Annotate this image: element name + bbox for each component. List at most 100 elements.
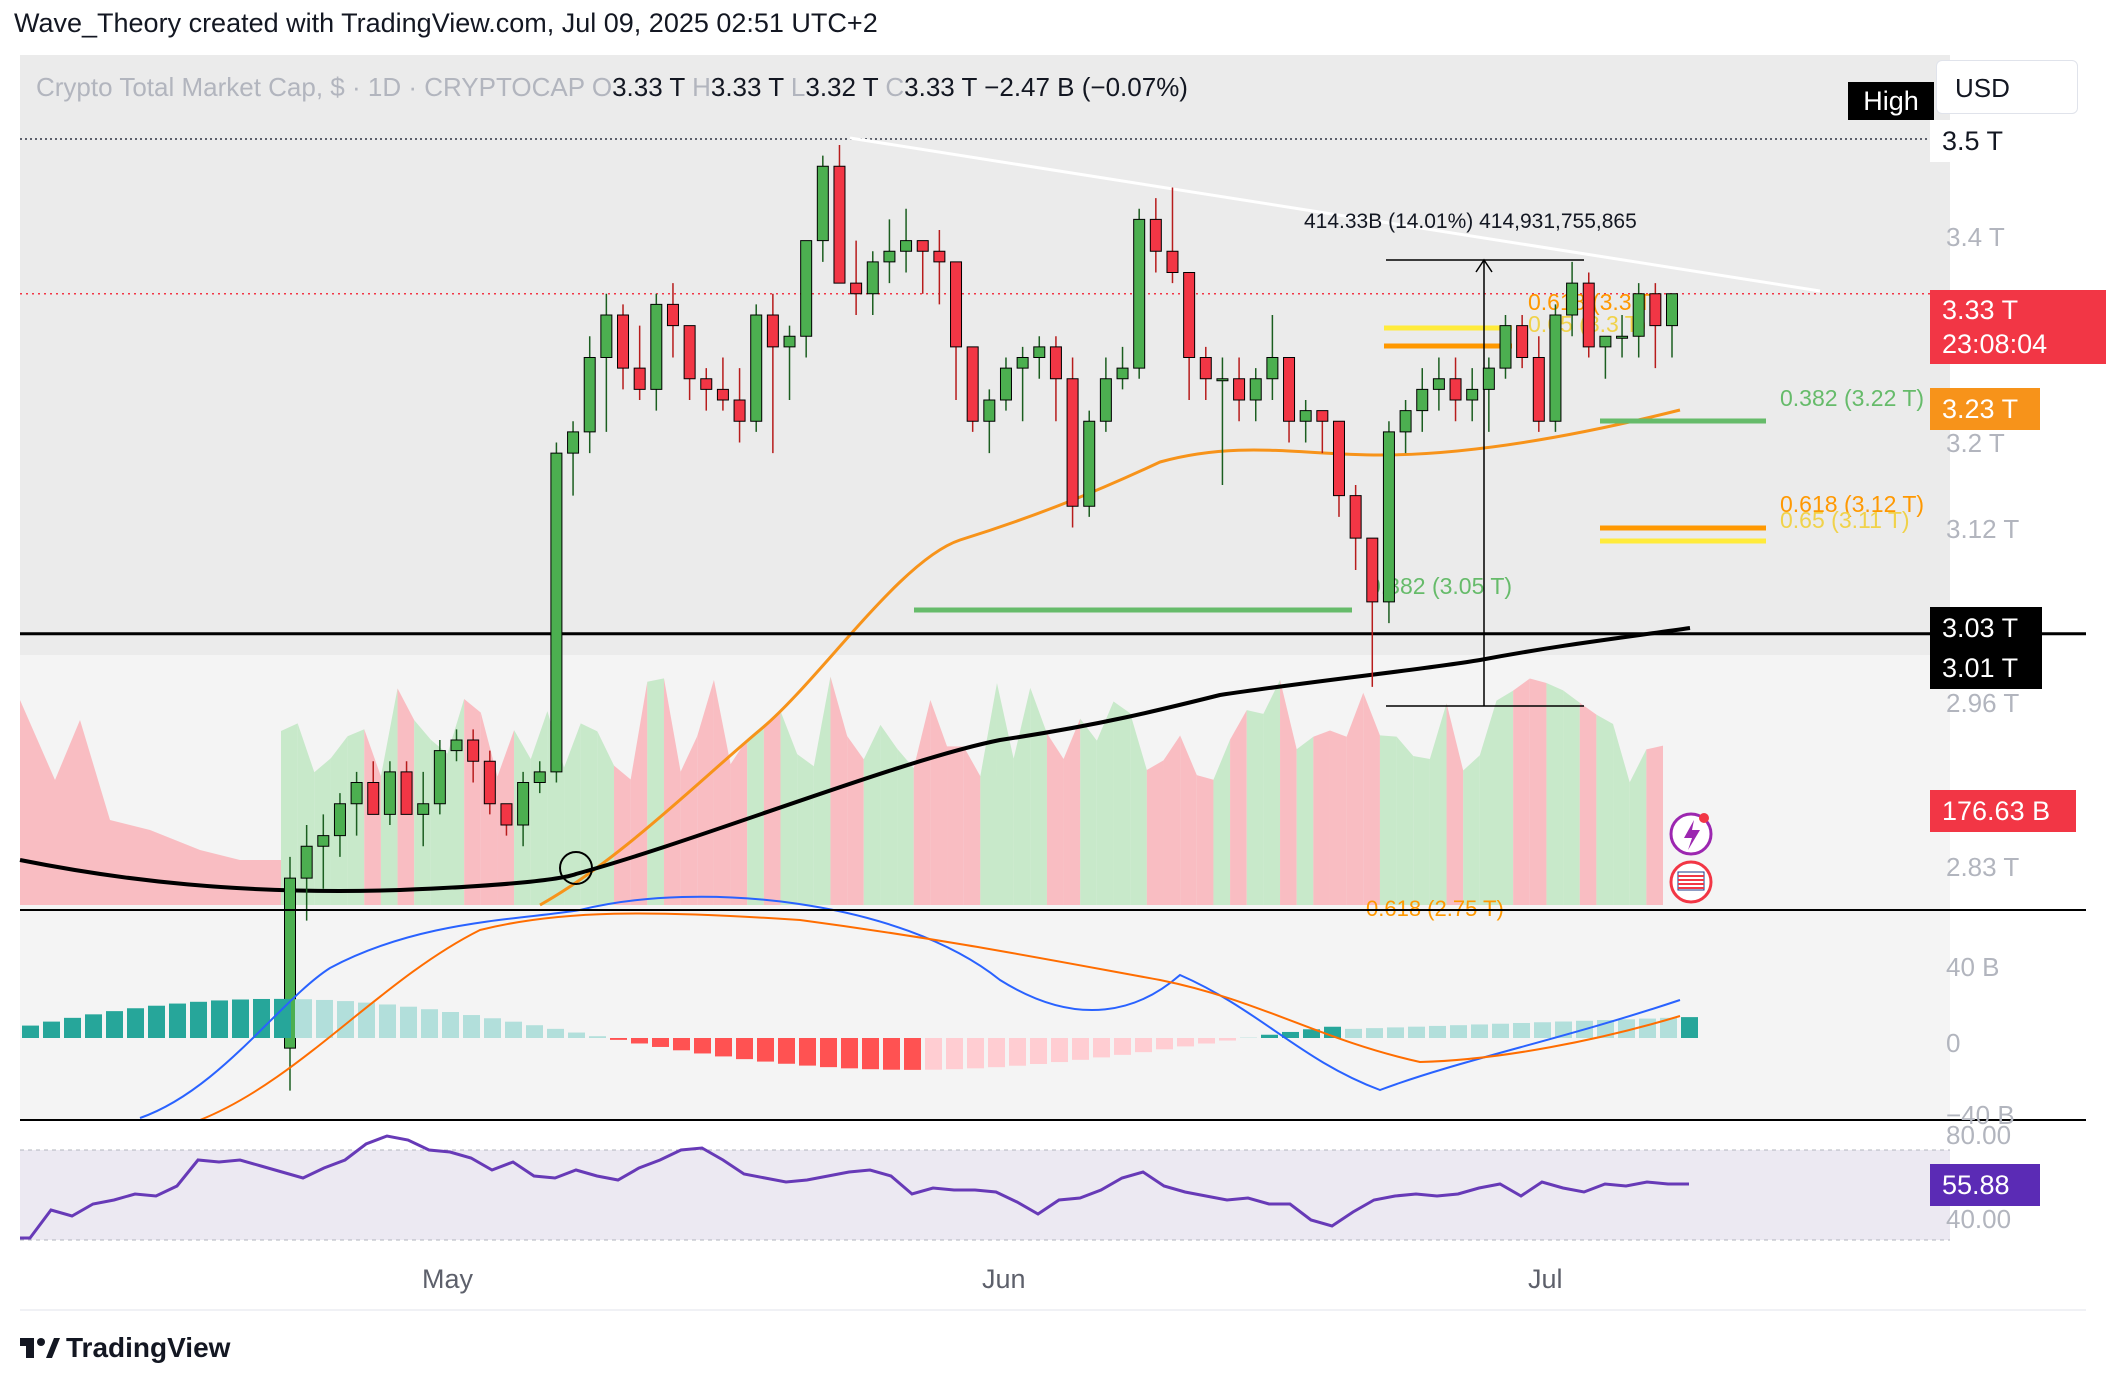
macd-line (139, 895, 1681, 1119)
candle-body (1582, 282, 1595, 348)
volume-segment (913, 699, 931, 905)
candle-body (866, 261, 879, 295)
candle (1033, 336, 1046, 379)
price-axis-label: 3.12 T (1946, 514, 2020, 544)
candle (350, 771, 363, 836)
macd-bar (673, 1038, 690, 1051)
lightning-bolt-icon (1684, 820, 1700, 850)
volume-segment (1013, 687, 1031, 905)
candle (916, 240, 929, 294)
candle (1516, 315, 1529, 369)
volume-segment (980, 683, 997, 905)
candle-body (1366, 537, 1379, 603)
candle-body (1516, 325, 1529, 358)
attribution: Wave_Theory created with TradingView.com… (14, 8, 878, 38)
volume-segment (1280, 679, 1297, 905)
macd-bar (1387, 1027, 1404, 1038)
candle (517, 771, 530, 847)
volume-segment (1146, 760, 1164, 905)
volume-segment (1463, 755, 1480, 905)
macd-bar (1681, 1017, 1698, 1038)
volume-segment (763, 711, 781, 905)
candle-body (1049, 346, 1062, 380)
volume-segment (20, 700, 281, 905)
candle-body (500, 803, 513, 826)
candle-body (999, 367, 1012, 401)
currency-button[interactable]: USD (1936, 60, 2078, 114)
macd-bar (1177, 1038, 1194, 1047)
volume-segment (530, 711, 548, 905)
price-tag-rsi: 55.88 (1930, 1164, 2040, 1206)
volume-segment (713, 679, 731, 905)
macd-bar (862, 1038, 879, 1070)
candle-body (1316, 410, 1329, 422)
volume-segment (1563, 690, 1580, 905)
candle (1549, 304, 1562, 432)
volume-segment (1313, 730, 1330, 905)
macd-bar (1114, 1038, 1131, 1055)
candle-body (1566, 282, 1579, 316)
candle-body (617, 314, 630, 369)
candle (850, 240, 863, 315)
macd-bar (1429, 1025, 1446, 1038)
macd-bar (1135, 1038, 1152, 1053)
macd-bar (1492, 1023, 1509, 1038)
volume-segment (580, 723, 598, 905)
volume-segment (1379, 735, 1397, 905)
price-tag-ema: 3.23 T (1930, 388, 2040, 430)
macd-bar (652, 1038, 669, 1047)
volume-segment (1213, 739, 1231, 905)
volume-segment (1080, 718, 1097, 905)
candle-body (816, 165, 829, 242)
candle-body (683, 325, 696, 380)
legend-open: 3.33 T (612, 72, 685, 102)
candle (1582, 272, 1595, 358)
macd-bar (316, 999, 333, 1038)
macd-bar (526, 1025, 543, 1038)
candle (1099, 357, 1112, 432)
macd-bar (1639, 1018, 1656, 1038)
candle-body (850, 282, 863, 295)
candle (1399, 400, 1412, 454)
macd-bar (127, 1008, 144, 1038)
candle-body (800, 240, 813, 337)
price-axis-label: 3.4 T (1946, 222, 2005, 252)
volume-segment (281, 723, 298, 905)
candle (933, 230, 946, 305)
macd-axis-label: 40 B (1946, 952, 2000, 982)
candle-body (883, 250, 896, 263)
candle (900, 208, 913, 273)
candle (367, 761, 380, 815)
volume-segment (963, 746, 981, 905)
candle (1666, 293, 1678, 358)
candle-body (1016, 357, 1029, 369)
candle (1616, 315, 1629, 358)
macd-bar (1450, 1025, 1467, 1038)
candle-body (833, 165, 846, 284)
candle-body (1149, 218, 1162, 252)
macd-bar (820, 1038, 837, 1068)
month-label: May (422, 1264, 474, 1294)
candle-body (1133, 218, 1146, 369)
ema200-line (19, 626, 1691, 893)
current-price: 3.33 T (1942, 295, 2019, 325)
volume-segment (1246, 710, 1264, 905)
macd-bar (274, 998, 291, 1038)
candle (633, 325, 646, 400)
macd-bar (1618, 1019, 1635, 1038)
macd-bar (1471, 1024, 1488, 1038)
crossover-marker (559, 851, 593, 885)
volume-segment (647, 678, 664, 905)
price-source-button[interactable]: High (1848, 82, 1934, 120)
candle (1349, 485, 1362, 570)
candle (450, 729, 463, 762)
volume-segment (1196, 775, 1214, 905)
macd-bar (1324, 1026, 1341, 1038)
macd-bar (1408, 1026, 1425, 1038)
candle (333, 793, 346, 857)
legend-high: 3.33 T (710, 72, 784, 102)
candle (1299, 400, 1312, 443)
candle-body (966, 346, 979, 422)
candle-body (417, 803, 430, 815)
